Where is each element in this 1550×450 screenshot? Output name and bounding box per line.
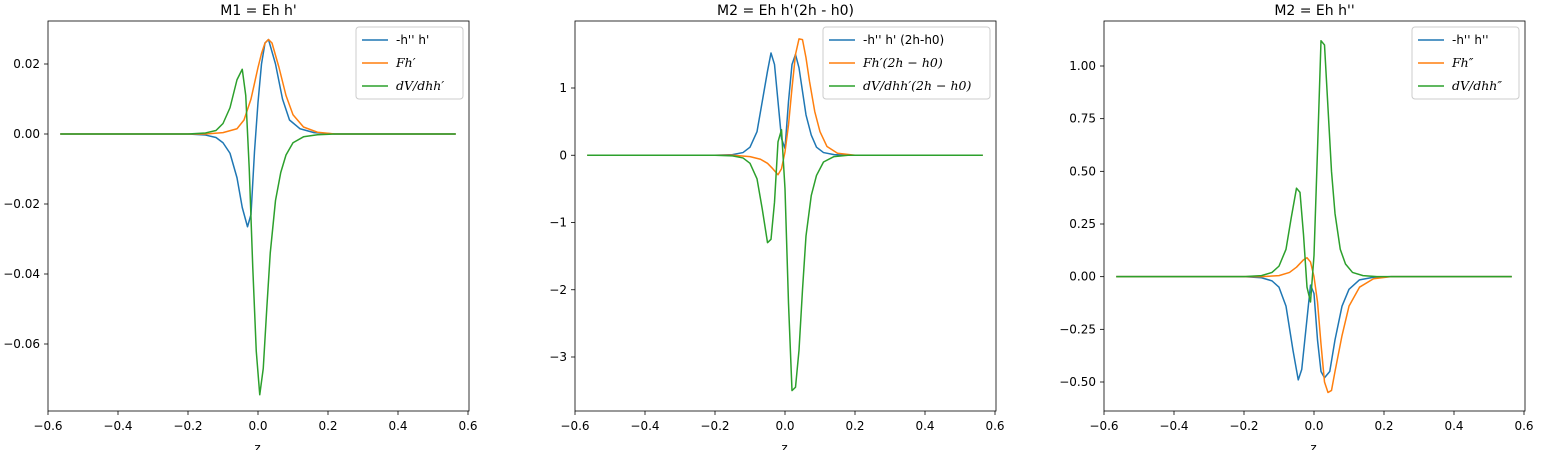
x-tick-label: −0.2: [173, 419, 202, 433]
legend-entry: dV/dhh′(2h − h0): [863, 78, 971, 93]
x-tick-label: −0.4: [630, 419, 659, 433]
series-line-2: [1116, 256, 1512, 394]
chart-panel-3: M2 = Eh h'' −0.6 −0.4 −0.2 0.0 0.2 0.4 0.6 1.00 0…: [1059, 3, 1533, 450]
x-tick-label: 0.4: [388, 419, 407, 433]
x-tick-label: 0.2: [1374, 419, 1393, 433]
y-tick-label: 0.02: [13, 57, 40, 71]
y-tick-label: 1.00: [1069, 59, 1096, 73]
x-tick-label: 0.4: [915, 419, 934, 433]
series-line-1: [60, 38, 456, 228]
series-line-3: [1116, 39, 1512, 303]
x-tick-label: 0.0: [248, 419, 267, 433]
chart-title: M1 = Eh h': [220, 3, 297, 19]
legend-entry: dV/dhh″: [1452, 78, 1502, 93]
x-tick-label: 0.0: [775, 419, 794, 433]
x-axis-label: z: [254, 441, 260, 450]
y-tick-label: 0: [559, 148, 567, 162]
y-tick-label: −2: [549, 283, 567, 297]
x-tick-label: −0.4: [103, 419, 132, 433]
legend: -h'' h' Fh′ dV/dhh′: [355, 26, 464, 100]
y-tick-label: 1: [559, 81, 567, 95]
x-tick-label: 0.2: [845, 419, 864, 433]
y-tick-label: −0.06: [3, 337, 40, 351]
y-tick-label: −3: [549, 350, 567, 364]
legend-box: [822, 26, 991, 100]
y-tick-label: 0.00: [1069, 270, 1096, 284]
series-line-2: [587, 38, 983, 176]
legend-entry: Fh″: [1451, 55, 1474, 70]
y-tick-label: −1: [549, 216, 567, 230]
y-tick-label: −0.02: [3, 197, 40, 211]
legend-entry: Fh′(2h − h0): [862, 55, 943, 70]
x-tick-label: 0.6: [985, 419, 1004, 433]
x-tick-label: −0.2: [1229, 419, 1258, 433]
y-tick-label: −0.50: [1059, 375, 1096, 389]
y-tick-label: 0.75: [1069, 112, 1096, 126]
x-tick-label: 0.0: [1304, 419, 1323, 433]
x-tick-label: −0.6: [1089, 419, 1118, 433]
legend-box: [355, 26, 464, 100]
plot-frame: [1103, 20, 1526, 412]
legend-entry: dV/dhh′: [396, 78, 444, 93]
legend-entry: -h'' h' (2h-h0): [863, 33, 944, 47]
legend-entry: Fh′: [395, 55, 416, 70]
legend: -h'' h'' Fh″ dV/dhh″: [1411, 26, 1520, 100]
chart-panel-2: M2 = Eh h'(2h - h0) −0.6 −0.4 −0.2 0.0 0.2 0.4…: [549, 3, 1004, 450]
y-tick-label: −0.04: [3, 267, 40, 281]
legend: -h'' h' (2h-h0) Fh′(2h − h0) dV/dhh′(2h − …: [822, 26, 991, 100]
x-tick-label: 0.4: [1444, 419, 1463, 433]
legend-box: [1411, 26, 1520, 100]
y-tick-label: 0.25: [1069, 217, 1096, 231]
legend-entry: -h'' h'': [1452, 33, 1489, 47]
x-tick-label: −0.6: [33, 419, 62, 433]
y-tick-label: −0.25: [1059, 322, 1096, 336]
series-line-3: [60, 68, 456, 396]
legend-entry: -h'' h': [396, 33, 429, 47]
plot-frame: [574, 20, 997, 412]
y-tick-label: 0.50: [1069, 164, 1096, 178]
y-tick-label: 0.00: [13, 127, 40, 141]
x-tick-label: −0.2: [700, 419, 729, 433]
series-line-1: [1116, 275, 1512, 381]
x-tick-label: −0.6: [560, 419, 589, 433]
x-tick-label: −0.4: [1159, 419, 1188, 433]
x-tick-label: 0.6: [1514, 419, 1533, 433]
series-line-2: [60, 38, 456, 135]
x-tick-label: 0.6: [458, 419, 477, 433]
chart-title: M2 = Eh h'(2h - h0): [717, 3, 854, 19]
x-axis-label: z: [1310, 441, 1316, 450]
plot-frame: [47, 20, 470, 412]
x-axis-label: z: [781, 441, 787, 450]
chart-panel-1: M1 = Eh h' −0.6 −0.4 −0.2 0.0 0.2 0.4 0.6 0.02 0.…: [3, 3, 477, 450]
x-tick-label: 0.2: [318, 419, 337, 433]
series-line-3: [587, 128, 983, 392]
chart-title: M2 = Eh h'': [1274, 3, 1354, 19]
